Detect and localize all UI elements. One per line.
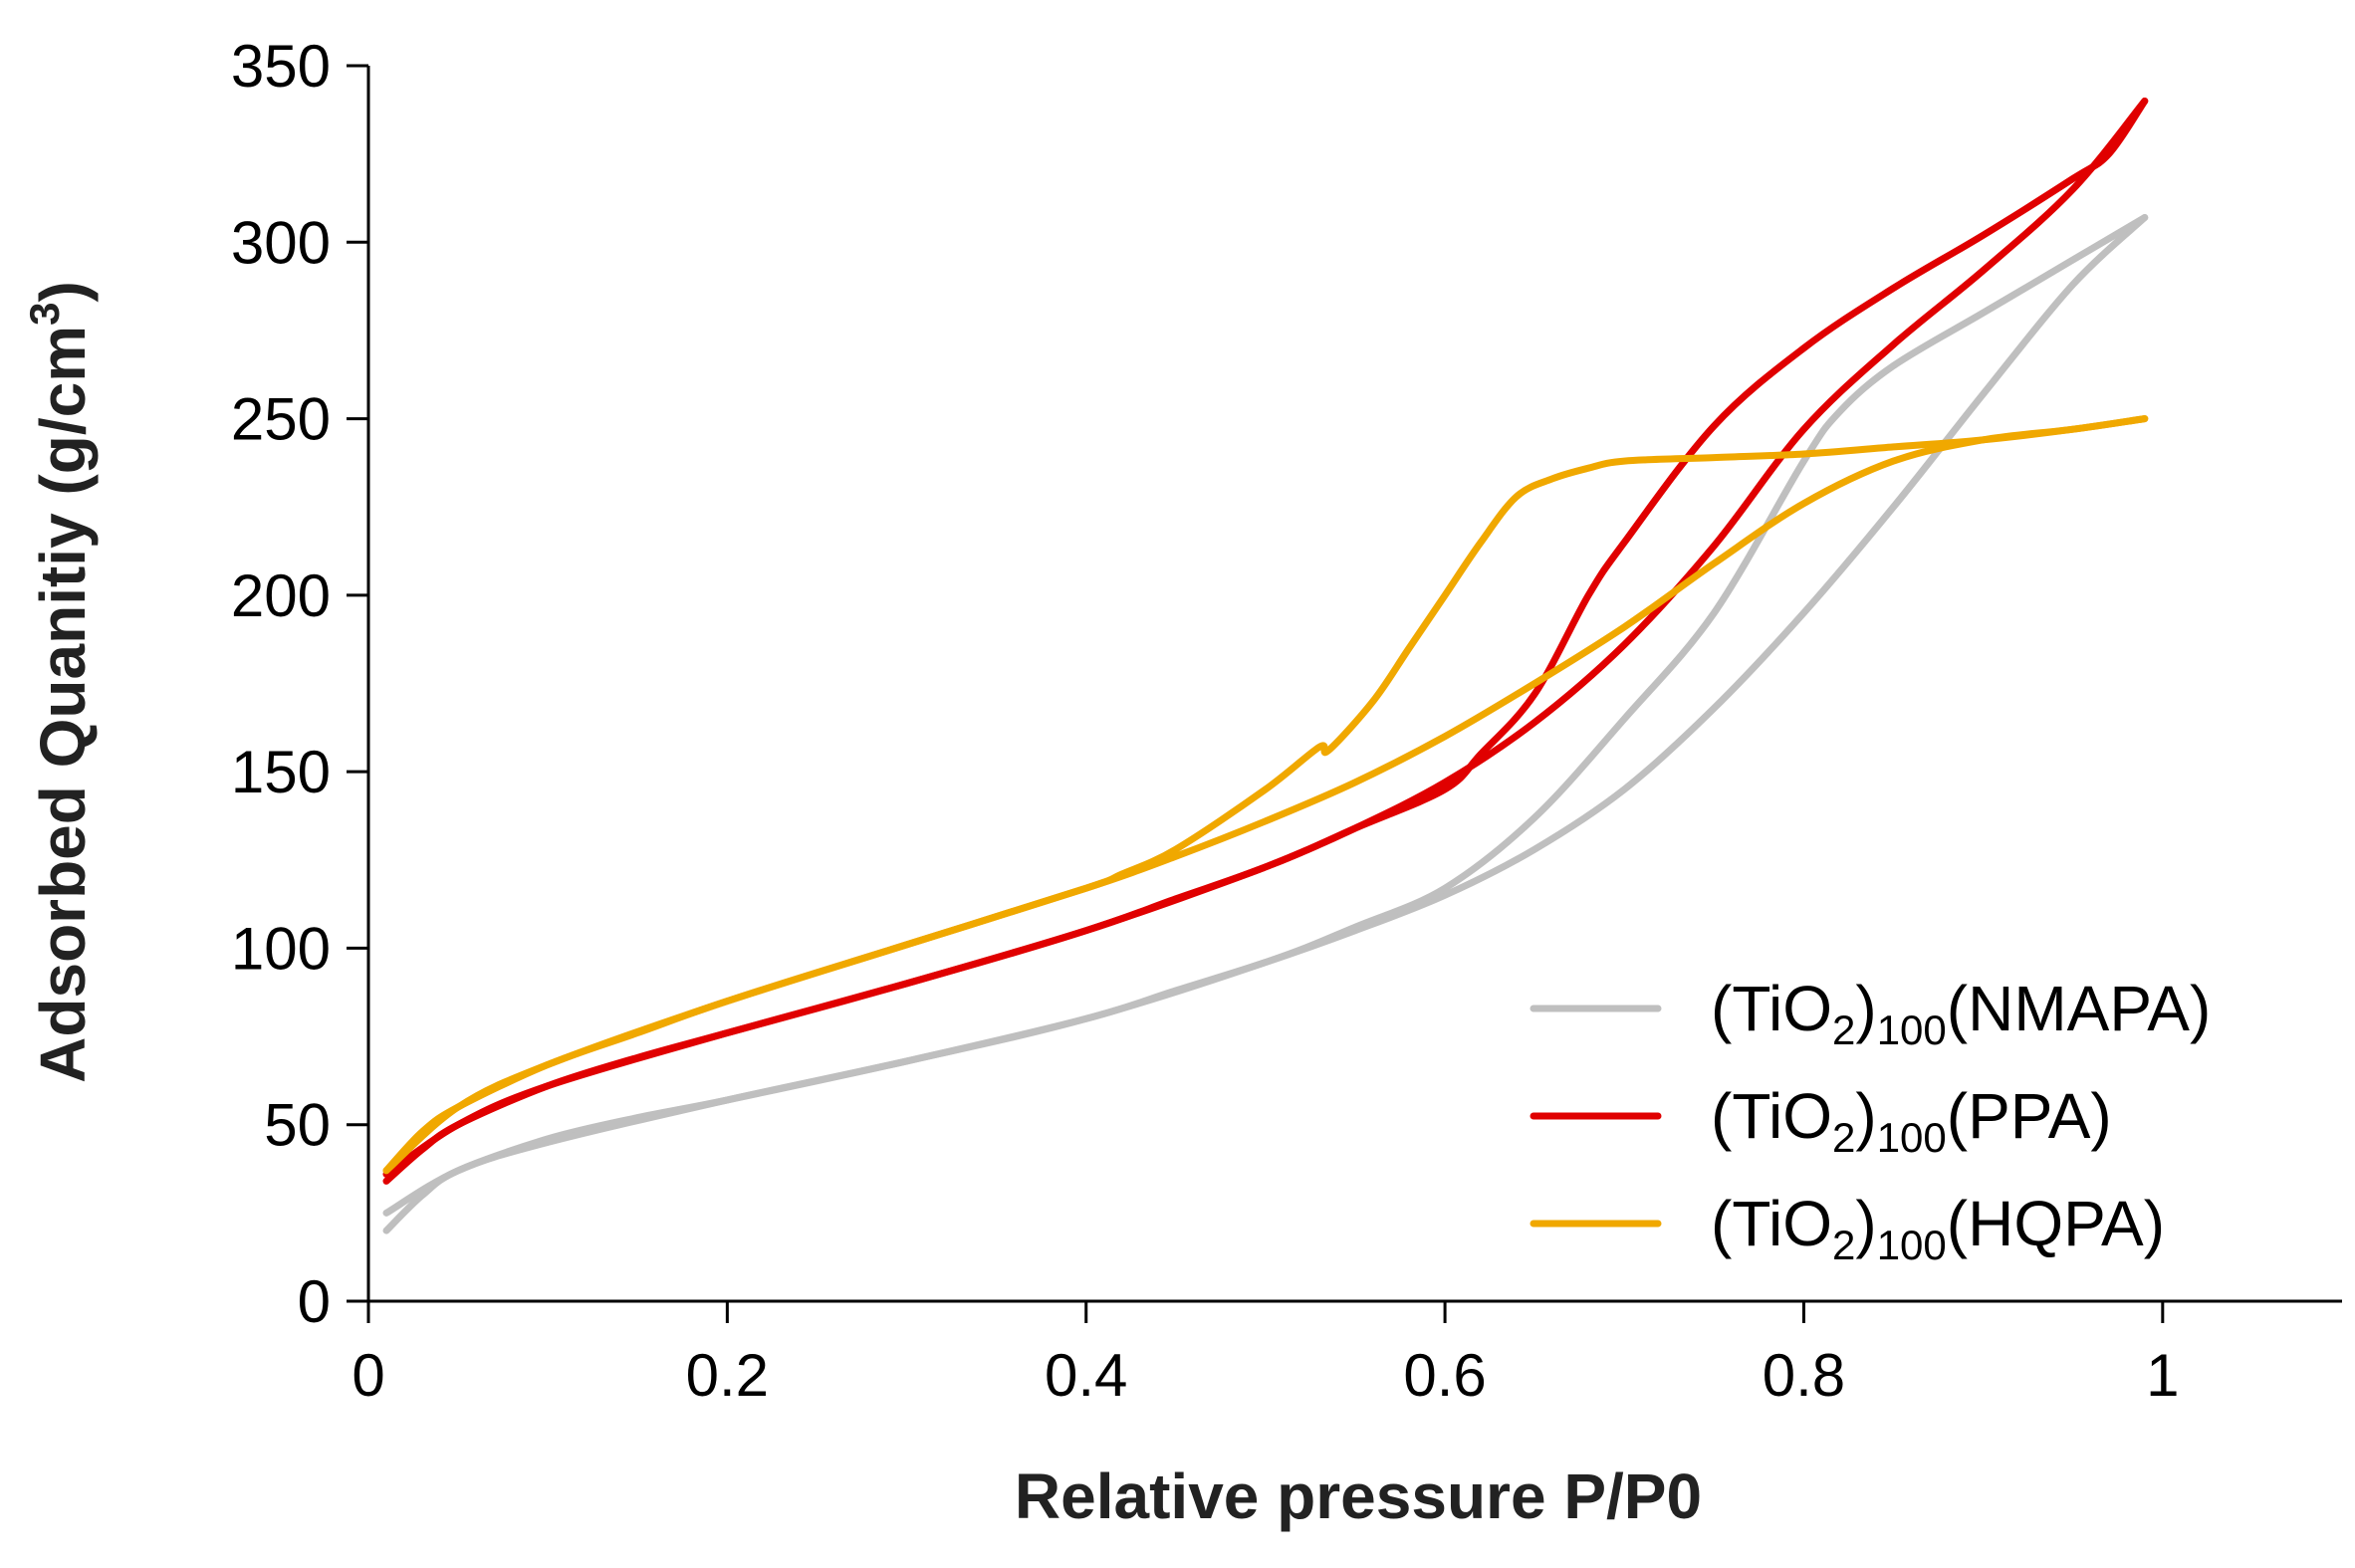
legend-label-part: (PPA) bbox=[1947, 1080, 2112, 1152]
legend-label-part: 2 bbox=[1832, 1007, 1855, 1053]
legend-label-part: 100 bbox=[1877, 1222, 1947, 1268]
y-axis-title-main: Adsorbed Quanitiy (g/cm bbox=[27, 326, 99, 1083]
y-axis-title-sup: 3 bbox=[21, 302, 68, 325]
legend-label-nmapa: (TiO2)100(NMAPA) bbox=[1711, 973, 2211, 1053]
legend: (TiO2)100(NMAPA)(TiO2)100(PPA)(TiO2)100(… bbox=[1530, 973, 2211, 1268]
plot-area: 0 50 100 150 200 250 300 350 0 0.2 0.4 0.6 0.8 1 bbox=[231, 33, 2342, 1409]
x-tick-label: 0 bbox=[352, 1342, 384, 1409]
series-nmapa-adsorption-line bbox=[382, 214, 2149, 1234]
legend-label-part: ) bbox=[1855, 973, 1876, 1044]
y-axis-title: Adsorbed Quanitiy (g/cm3) bbox=[21, 281, 99, 1083]
y-tick-label: 350 bbox=[231, 33, 331, 100]
series-nmapa-desorption-line bbox=[382, 214, 2149, 1217]
legend-label-part: ) bbox=[1855, 1188, 1876, 1259]
y-tick-label: 100 bbox=[231, 915, 331, 982]
legend-label-part: ) bbox=[1855, 1080, 1876, 1152]
legend-label-part: (HQPA) bbox=[1947, 1188, 2165, 1259]
legend-label-hqpa: (TiO2)100(HQPA) bbox=[1711, 1188, 2165, 1268]
x-tick-label: 0.2 bbox=[686, 1342, 769, 1409]
x-axis-title: Relative pressure P/P0 bbox=[1015, 1460, 1702, 1532]
series-ppa-desorption-line bbox=[382, 98, 2149, 1178]
legend-label-part: (NMAPA) bbox=[1947, 973, 2211, 1044]
legend-label-part: 100 bbox=[1877, 1114, 1947, 1161]
x-axis-ticks: 0 0.2 0.4 0.6 0.8 1 bbox=[352, 1301, 2180, 1409]
y-axis-title-close: ) bbox=[27, 281, 99, 302]
y-tick-label: 200 bbox=[231, 562, 331, 629]
legend-label-part: 2 bbox=[1832, 1222, 1855, 1268]
legend-label-part: (TiO bbox=[1711, 973, 1832, 1044]
legend-label-part: (TiO bbox=[1711, 1080, 1832, 1152]
legend-label-part: 100 bbox=[1877, 1007, 1947, 1053]
x-tick-label: 0.6 bbox=[1403, 1342, 1486, 1409]
y-tick-label: 0 bbox=[298, 1268, 331, 1335]
series-lines bbox=[382, 98, 2149, 1234]
y-axis-ticks: 0 50 100 150 200 250 300 350 bbox=[231, 33, 368, 1335]
y-tick-label: 150 bbox=[231, 739, 331, 805]
series-hqpa-desorption-line bbox=[382, 415, 2149, 1175]
x-tick-label: 0.4 bbox=[1045, 1342, 1127, 1409]
legend-label-part: (TiO bbox=[1711, 1188, 1832, 1259]
y-tick-label: 50 bbox=[264, 1092, 331, 1159]
x-tick-label: 0.8 bbox=[1763, 1342, 1845, 1409]
legend-label-part: 2 bbox=[1832, 1114, 1855, 1161]
y-tick-label: 250 bbox=[231, 386, 331, 453]
legend-label-ppa: (TiO2)100(PPA) bbox=[1711, 1080, 2112, 1161]
y-tick-label: 300 bbox=[231, 209, 331, 276]
x-tick-label: 1 bbox=[2146, 1342, 2179, 1409]
